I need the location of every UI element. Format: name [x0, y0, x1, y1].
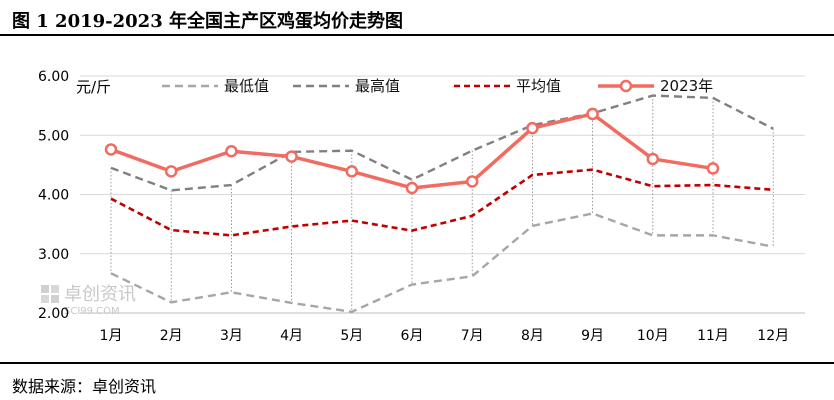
x-tick-label: 5月	[340, 328, 363, 344]
chart-title: 图 1 2019-2023 年全国主产区鸡蛋均价走势图	[12, 11, 403, 32]
x-axis-ticks: 1月 2月 3月 4月 5月 6月 7月 8月 9月 10月 11月 12月	[100, 328, 790, 344]
x-tick-label: 4月	[280, 328, 303, 344]
x-tick-label: 7月	[461, 328, 484, 344]
watermark-logo-icon	[41, 285, 59, 303]
drop-lines	[110, 95, 774, 312]
data-point-2023	[646, 152, 660, 166]
y-tick-label: 4.00	[38, 188, 69, 204]
data-point-2023	[345, 165, 359, 178]
data-source: 数据来源：卓创资讯	[12, 377, 157, 396]
legend-marker-2023	[619, 79, 633, 93]
legend-label: 最高值	[355, 77, 400, 95]
watermark: 卓创资讯 SCI99.COM	[41, 284, 136, 317]
series-min-line	[110, 212, 774, 314]
y-axis-ticks: 2.00 3.00 4.00 5.00 6.00	[38, 69, 69, 322]
y-tick-label: 6.00	[38, 69, 69, 85]
footer-bar: 数据来源：卓创资讯	[0, 362, 834, 400]
x-tick-label: 10月	[637, 328, 669, 344]
legend-label: 2023年	[660, 77, 713, 95]
x-tick-label: 12月	[757, 328, 789, 344]
watermark-name: 卓创资讯	[64, 284, 136, 305]
data-point-2023	[285, 150, 298, 163]
data-point-2023	[104, 143, 118, 156]
y-tick-label: 5.00	[38, 128, 69, 144]
data-point-2023	[706, 162, 720, 175]
x-tick-label: 6月	[401, 328, 424, 344]
series-markers	[104, 107, 720, 195]
series-lines	[110, 94, 774, 314]
x-tick-label: 8月	[521, 328, 544, 344]
series-avg-line	[110, 168, 774, 237]
legend-label: 最低值	[224, 77, 269, 95]
title-bar: 图 1 2019-2023 年全国主产区鸡蛋均价走势图	[0, 0, 834, 36]
data-point-2023	[405, 181, 419, 195]
legend: 最低值 最高值 平均值 2023年	[162, 77, 713, 95]
x-tick-label: 2月	[160, 328, 183, 344]
y-tick-label: 3.00	[38, 247, 69, 263]
data-point-2023	[526, 121, 539, 135]
data-point-2023	[465, 175, 479, 188]
y-tick-label: 2.00	[38, 306, 69, 322]
y-axis-unit: 元/斤	[76, 78, 111, 96]
grid-lines	[80, 75, 805, 314]
watermark-site: SCI99.COM	[64, 306, 120, 317]
x-tick-label: 9月	[581, 328, 604, 344]
x-tick-label: 1月	[100, 328, 123, 344]
series-max-line	[110, 94, 774, 192]
legend-label: 平均值	[516, 77, 561, 95]
x-tick-label: 3月	[220, 328, 243, 344]
x-tick-label: 11月	[697, 328, 729, 344]
data-point-2023	[586, 107, 599, 121]
data-point-2023	[164, 165, 178, 178]
series-2023-line	[110, 112, 714, 190]
data-point-2023	[225, 144, 238, 158]
